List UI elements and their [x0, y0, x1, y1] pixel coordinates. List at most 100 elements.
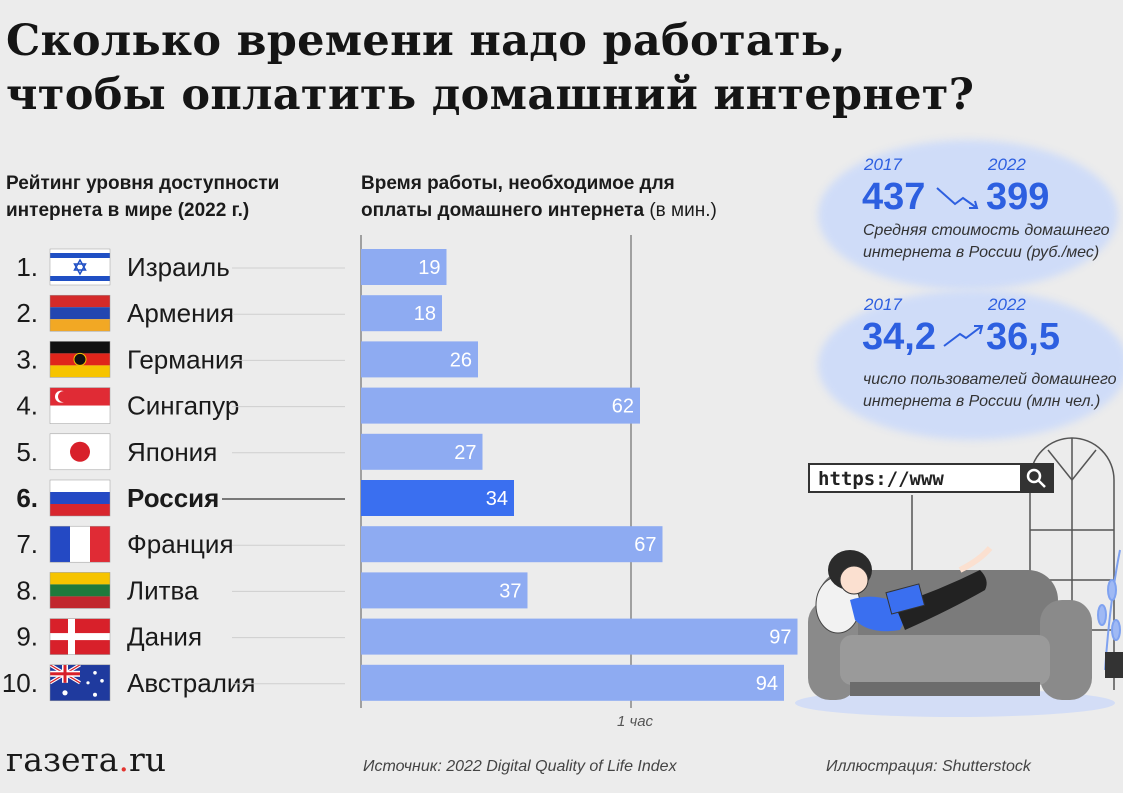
title-line-2: чтобы оплатить домашний интернет? [6, 70, 975, 120]
rank-label: 1. [16, 252, 38, 282]
france-flag-icon [50, 526, 110, 563]
url-text: https://www [818, 468, 944, 490]
chart-row-3: 3. Германия 26 [16, 341, 478, 378]
chart-row-8: 8. Литва 37 [16, 572, 528, 609]
stat-1-year-to: 2022 [988, 155, 1026, 174]
chart-row-6: 6. Россия 34 [16, 479, 514, 517]
logo-main: газета [6, 740, 119, 779]
stat-2-year-from: 2017 [864, 295, 902, 314]
country-label: Германия [127, 344, 244, 374]
bar [361, 387, 640, 424]
time-header-line-1: Время работы, необходимое для [361, 173, 675, 194]
rank-header-line-1: Рейтинг уровня доступности [6, 173, 280, 194]
logo-tld: ru [128, 740, 166, 779]
bar-value-label: 26 [450, 349, 472, 371]
rank-label: 6. [16, 483, 38, 513]
stat-1-description: Средняя стоимость домашнего интернета в … [863, 220, 1123, 264]
rank-label: 10. [2, 668, 38, 698]
country-label: Франция [127, 529, 234, 559]
country-label: Армения [127, 298, 234, 328]
country-label: Литва [127, 575, 199, 605]
bar [361, 433, 483, 470]
bar [361, 295, 442, 332]
japan-flag-icon [50, 433, 110, 470]
reference-line-label: 1 час [617, 713, 654, 730]
bar [361, 249, 447, 285]
time-header-line-2: оплаты домашнего интернета [361, 200, 645, 221]
time-header-unit: (в мин.) [649, 200, 717, 221]
title-line-1: Сколько времени надо работать, [6, 16, 846, 66]
rank-label: 9. [16, 622, 38, 652]
bar-value-label: 94 [756, 673, 778, 695]
stat-2-desc-line-2: интернета в России (млн чел.) [863, 393, 1101, 410]
chart-row-1: 1. Израиль 19 [16, 248, 447, 286]
bar-value-label: 62 [612, 396, 634, 418]
stat-2-value-to: 36,5 [986, 316, 1060, 358]
chart-row-9: 9. Дания 97 [16, 618, 798, 655]
israel-flag-icon [50, 249, 110, 285]
country-label: Россия [127, 483, 219, 513]
bar [361, 618, 798, 655]
country-label: Дания [127, 622, 202, 652]
country-label: Израиль [127, 252, 230, 282]
bar [361, 526, 663, 563]
stat-2-value-from: 34,2 [862, 316, 936, 358]
rank-label: 5. [16, 437, 38, 467]
stat-1-year-from: 2017 [864, 155, 902, 174]
stat-2-description: число пользователей домашнего интернета … [863, 369, 1123, 413]
singapore-flag-icon [50, 387, 110, 424]
bar-chart: 1 час 1. Израиль 19 2. Армения 18 3. Германия 26… [2, 235, 798, 730]
illustration-woman-on-sofa [795, 437, 1123, 717]
trend-up-arrow-icon [943, 325, 984, 347]
page-title: Сколько времени надо работать, чтобы опл… [6, 14, 1006, 122]
chart-row-7: 7. Франция 67 [16, 525, 663, 563]
russia-flag-icon [50, 480, 110, 516]
rank-header-line-2: интернета в мире (2022 г.) [6, 200, 250, 221]
rank-label: 2. [16, 298, 38, 328]
chart-row-4: 4. Сингапур 62 [16, 387, 640, 424]
rank-label: 4. [16, 391, 38, 421]
logo-dot: . [118, 740, 129, 779]
browser-address-bar: https://www [808, 463, 1054, 493]
bar-value-label: 97 [769, 627, 791, 649]
rank-label: 7. [16, 529, 38, 559]
stat-1-desc-line-2: интернета в России (руб./мес) [863, 244, 1100, 261]
illustration-credit: Иллюстрация: Shutterstock [826, 758, 1031, 775]
chart-row-5: 5. Япония 27 [16, 433, 483, 471]
armenia-flag-icon [50, 295, 110, 332]
brand-logo: газета.ru [6, 740, 166, 779]
stat-1-value-from: 437 [862, 176, 926, 218]
bar [361, 480, 514, 516]
bar [361, 572, 528, 609]
country-label: Япония [127, 437, 217, 467]
time-header: Время работы, необходимое для оплаты дом… [361, 170, 781, 224]
rank-header: Рейтинг уровня доступности интернета в м… [6, 170, 336, 224]
country-label: Сингапур [127, 391, 239, 421]
germany-flag-icon [50, 341, 110, 378]
bar-value-label: 18 [414, 303, 436, 325]
stat-background-2 [818, 290, 1123, 440]
time-header-line-2-wrap: оплаты домашнего интернета (в мин.) [361, 197, 781, 224]
bar [361, 341, 478, 378]
lithuania-flag-icon [50, 572, 110, 609]
stat-1-value-to: 399 [986, 176, 1050, 218]
stat-2-desc-line-1: число пользователей домашнего [863, 371, 1117, 388]
chart-row-10: 10. Австралия 94 [2, 664, 784, 702]
trend-down-arrow-icon [936, 187, 979, 209]
bar-value-label: 34 [486, 488, 508, 510]
bar-value-label: 19 [418, 257, 440, 279]
stat-background-1 [818, 140, 1118, 290]
rank-label: 8. [16, 575, 38, 605]
source-credit: Источник: 2022 Digital Quality of Life I… [363, 758, 677, 775]
bar [361, 664, 784, 701]
bar-value-label: 37 [499, 580, 521, 602]
australia-flag-icon [50, 664, 110, 701]
rank-label: 3. [16, 344, 38, 374]
bar-value-label: 67 [634, 534, 656, 556]
stat-1-desc-line-1: Средняя стоимость домашнего [863, 222, 1110, 239]
denmark-flag-icon [50, 618, 110, 655]
bar-value-label: 27 [454, 442, 476, 464]
search-icon [1026, 468, 1046, 488]
country-label: Австралия [127, 668, 255, 698]
search-button [1020, 465, 1052, 491]
